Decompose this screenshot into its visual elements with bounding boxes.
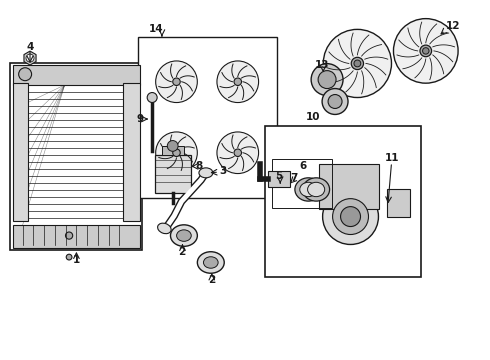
Ellipse shape — [158, 223, 171, 234]
Circle shape — [156, 132, 197, 174]
Ellipse shape — [199, 168, 213, 178]
Circle shape — [393, 19, 458, 83]
Text: 12: 12 — [445, 21, 460, 31]
Bar — [162, 146, 184, 155]
Ellipse shape — [300, 182, 317, 197]
Circle shape — [328, 95, 342, 108]
Circle shape — [66, 254, 72, 260]
Circle shape — [156, 61, 197, 103]
Circle shape — [19, 68, 31, 81]
Circle shape — [420, 45, 432, 57]
Circle shape — [311, 64, 343, 95]
Ellipse shape — [203, 257, 218, 268]
Bar — [268, 171, 290, 187]
Text: 6: 6 — [299, 161, 306, 171]
Bar — [319, 164, 379, 209]
Ellipse shape — [295, 178, 322, 201]
Ellipse shape — [197, 252, 224, 273]
Bar — [123, 83, 140, 221]
Bar — [13, 65, 140, 85]
Circle shape — [323, 30, 392, 98]
Bar — [10, 63, 143, 250]
Ellipse shape — [308, 182, 325, 197]
Bar — [155, 155, 191, 193]
Text: 1: 1 — [73, 255, 80, 265]
Circle shape — [351, 57, 364, 69]
Ellipse shape — [171, 225, 197, 246]
Circle shape — [26, 54, 34, 62]
Text: 2: 2 — [208, 275, 216, 285]
Bar — [13, 83, 27, 221]
Circle shape — [341, 207, 361, 226]
Circle shape — [217, 61, 259, 103]
Circle shape — [147, 93, 157, 103]
Text: 8: 8 — [195, 161, 202, 171]
Circle shape — [333, 199, 368, 234]
Text: 9: 9 — [136, 114, 144, 124]
Circle shape — [422, 48, 429, 54]
Text: 14: 14 — [149, 24, 163, 35]
Bar — [13, 225, 140, 248]
Circle shape — [173, 149, 180, 157]
Bar — [138, 37, 277, 198]
Circle shape — [354, 60, 361, 67]
Circle shape — [322, 89, 348, 114]
Circle shape — [66, 232, 73, 239]
Circle shape — [234, 78, 242, 85]
Circle shape — [173, 78, 180, 85]
Circle shape — [318, 71, 336, 89]
Text: 4: 4 — [26, 42, 34, 52]
Text: 13: 13 — [315, 60, 329, 70]
Text: 2: 2 — [178, 247, 185, 257]
Text: 10: 10 — [306, 112, 320, 122]
Text: 3: 3 — [220, 166, 227, 176]
Text: 5: 5 — [275, 171, 283, 181]
Ellipse shape — [303, 178, 330, 201]
Ellipse shape — [176, 230, 191, 241]
Circle shape — [167, 140, 178, 151]
Circle shape — [234, 149, 242, 157]
Circle shape — [217, 132, 259, 174]
Bar — [265, 126, 421, 277]
Text: 11: 11 — [384, 153, 399, 163]
Text: 7: 7 — [290, 173, 297, 183]
Bar — [272, 159, 332, 208]
Bar — [387, 189, 410, 217]
Circle shape — [322, 189, 378, 244]
